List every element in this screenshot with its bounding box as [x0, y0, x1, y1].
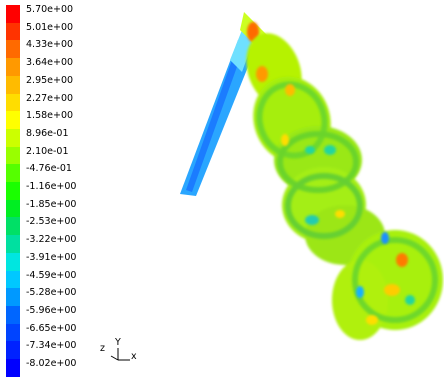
colorbar-tick-label: -1.85e+00 [26, 198, 77, 210]
colorbar-swatch [6, 58, 20, 77]
colorbar-tick-label: 8.96e-01 [26, 127, 69, 139]
colorbar-swatch [6, 22, 20, 41]
colorbar-tick-label: 2.27e+00 [26, 92, 74, 104]
colorbar-swatch [6, 75, 20, 94]
colorbar-swatch [6, 235, 20, 254]
colorbar-tick-label: 5.01e+00 [26, 21, 74, 33]
colorbar-swatch [6, 182, 20, 200]
colorbar-swatch [6, 199, 20, 218]
colorbar-tick-label: 3.64e+00 [26, 57, 74, 69]
colorbar-swatch [6, 341, 20, 360]
colorbar-swatch [6, 111, 20, 130]
colorbar-swatch [6, 128, 20, 147]
colorbar-swatch [6, 40, 20, 59]
colorbar-tick-label: -3.22e+00 [26, 234, 77, 246]
colorbar-swatch [6, 323, 20, 342]
axis-triad-lines [110, 348, 130, 361]
colorbar-swatch [6, 146, 20, 165]
colorbar-swatch [6, 305, 20, 324]
colorbar-legend: 5.70e+00 5.01e+00 4.33e+00 3.64e+00 2.95e+00… [6, 4, 86, 377]
colorbar-tick-label: -5.96e+00 [26, 304, 77, 316]
colorbar-tick-label: -1.16e+00 [26, 181, 77, 192]
colorbar-tick-label: 2.10e-01 [26, 145, 69, 157]
colorbar-tick-label: -4.76e-01 [26, 163, 72, 175]
ring-contours [256, 81, 438, 323]
colorbar-swatch [6, 164, 20, 183]
colorbar-tick-label: 2.95e+00 [26, 74, 74, 86]
colorbar-tick-label: 1.58e+00 [26, 110, 74, 122]
contour-spots [256, 66, 415, 325]
colorbar-tick-label: -2.53e+00 [26, 216, 77, 228]
colorbar-swatch [6, 217, 20, 236]
colorbar-tick-label: -5.28e+00 [26, 287, 77, 299]
inlet-surface [180, 12, 272, 196]
axis-x-label: x [131, 351, 137, 362]
colorbar-swatch [6, 288, 20, 307]
colorbar-swatch [6, 252, 20, 271]
colorbar-tick-label: -3.91e+00 [26, 251, 77, 263]
colorbar-swatch [6, 359, 20, 377]
colorbar-tick-label: 5.70e+00 [26, 4, 74, 15]
colorbar-swatch [6, 270, 20, 289]
colorbar-tick-label: 4.33e+00 [26, 39, 74, 51]
colorbar-tick-label: -4.59e+00 [26, 269, 77, 281]
axis-triad: z Y x [100, 338, 144, 370]
colorbar-tick-label: -8.02e+00 [26, 358, 77, 369]
colorbar-tick-label: -7.34e+00 [26, 340, 77, 352]
colorbar-swatch [6, 93, 20, 112]
axis-y-label: Y [115, 337, 121, 348]
colorbar-swatch [6, 5, 20, 23]
axis-z-label: z [100, 343, 105, 354]
colorbar-tick-label: -6.65e+00 [26, 322, 77, 334]
